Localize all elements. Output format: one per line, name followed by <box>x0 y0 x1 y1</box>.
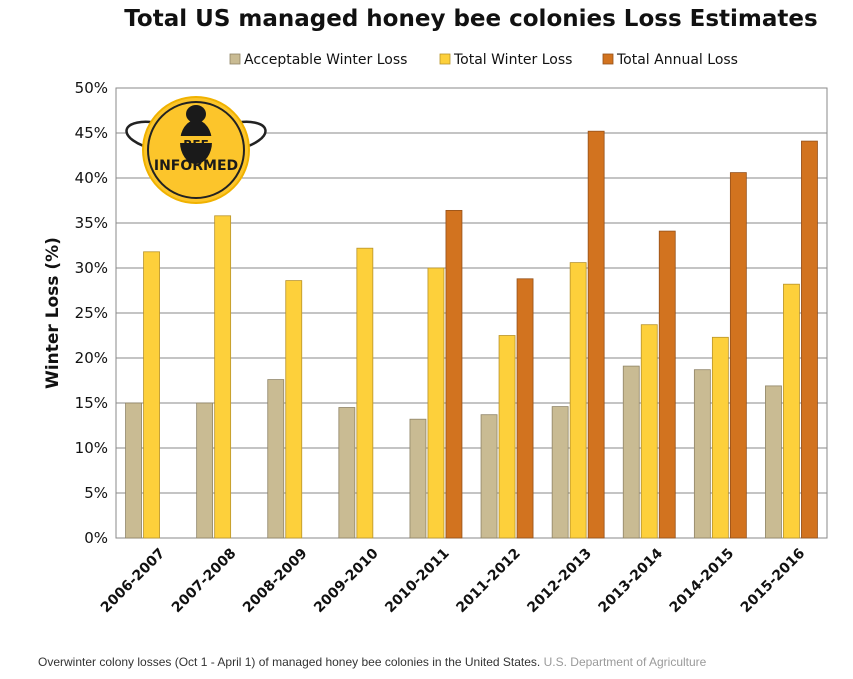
y-tick-label: 45% <box>75 124 108 142</box>
y-tick-label: 30% <box>75 259 108 277</box>
bar-acceptable-winter-loss-2013-2014 <box>622 365 640 539</box>
x-tick-label: 2010-2011 <box>382 546 453 617</box>
x-axis-ticks: 2006-2007 2007-2008 2008-2009 2009-2010 2010… <box>98 545 808 616</box>
y-tick-label: 10% <box>75 439 108 457</box>
bar-total-annual-loss-2013-2014 <box>658 230 676 539</box>
logo-text-bottom: INFORMED <box>154 158 238 174</box>
x-tick-label: 2007-2008 <box>169 546 240 617</box>
x-tick-label: 2009-2010 <box>311 545 382 616</box>
legend-swatch-total-annual-loss <box>602 53 614 65</box>
bar-total-winter-loss-2010-2011 <box>427 267 445 539</box>
bar-total-winter-loss-2009-2010 <box>356 247 374 539</box>
y-tick-label: 5% <box>84 484 108 502</box>
bar-total-annual-loss-2012-2013 <box>587 130 605 539</box>
y-tick-label: 40% <box>75 169 108 187</box>
x-tick-label: 2014-2015 <box>667 546 738 617</box>
bar-total-annual-loss-2014-2015 <box>729 172 747 539</box>
legend-label-total-winter-loss: Total Winter Loss <box>453 52 572 68</box>
x-tick-label: 2008-2009 <box>240 546 311 617</box>
caption-source: U.S. Department of Agriculture <box>543 655 707 669</box>
bars <box>125 130 818 539</box>
bee-loss-chart: Total US managed honey bee colonies Loss… <box>43 6 828 616</box>
bar-total-winter-loss-2014-2015 <box>711 336 729 539</box>
bar-total-winter-loss-2006-2007 <box>143 251 160 539</box>
y-tick-label: 50% <box>75 79 108 97</box>
bar-acceptable-winter-loss-2011-2012 <box>480 414 498 539</box>
y-tick-label: 25% <box>75 304 108 322</box>
chart-legend: Acceptable Winter Loss Total Winter Loss T… <box>229 52 738 68</box>
x-tick-label: 2012-2013 <box>524 546 595 617</box>
bar-total-winter-loss-2015-2016 <box>783 283 800 539</box>
bar-total-winter-loss-2011-2012 <box>498 335 516 539</box>
y-axis-label: Winter Loss (%) <box>43 237 63 389</box>
bar-total-winter-loss-2012-2013 <box>569 262 587 539</box>
bar-acceptable-winter-loss-2007-2008 <box>196 402 214 539</box>
bar-total-winter-loss-2008-2009 <box>285 280 303 539</box>
bar-total-annual-loss-2015-2016 <box>801 140 818 539</box>
bar-acceptable-winter-loss-2012-2013 <box>551 406 569 539</box>
logo-text-top: BEE <box>183 138 209 152</box>
x-tick-label: 2011-2012 <box>453 546 524 617</box>
bee-informed-logo: BEE INFORMED <box>125 96 267 204</box>
y-tick-label: 15% <box>75 394 108 412</box>
caption-text: Overwinter colony losses (Oct 1 - April … <box>38 655 541 669</box>
bar-acceptable-winter-loss-2015-2016 <box>765 385 782 539</box>
bar-total-winter-loss-2007-2008 <box>214 215 232 539</box>
bar-total-annual-loss-2011-2012 <box>516 278 534 539</box>
legend-label-acceptable-winter-loss: Acceptable Winter Loss <box>244 52 407 68</box>
y-tick-label: 20% <box>75 349 108 367</box>
chart-title: Total US managed honey bee colonies Loss… <box>124 6 817 32</box>
y-axis-ticks: 0% 5% 10% 15% 20% 25% 30% 35% 40% 45% 50% <box>75 79 108 547</box>
legend-swatch-total-winter-loss <box>439 53 451 65</box>
legend-label-total-annual-loss: Total Annual Loss <box>616 52 738 68</box>
bar-total-winter-loss-2013-2014 <box>640 324 658 539</box>
figure-caption: Overwinter colony losses (Oct 1 - April … <box>38 655 706 669</box>
x-tick-label: 2013-2014 <box>596 545 667 616</box>
bar-total-annual-loss-2010-2011 <box>445 209 463 539</box>
x-tick-label: 2015-2016 <box>738 546 809 617</box>
y-tick-label: 0% <box>84 529 108 547</box>
bar-acceptable-winter-loss-2010-2011 <box>409 418 427 539</box>
bar-acceptable-winter-loss-2014-2015 <box>693 369 711 539</box>
bar-acceptable-winter-loss-2006-2007 <box>125 402 142 539</box>
bar-acceptable-winter-loss-2009-2010 <box>338 407 356 539</box>
bar-acceptable-winter-loss-2008-2009 <box>267 379 285 539</box>
x-tick-label: 2006-2007 <box>98 546 169 617</box>
y-tick-label: 35% <box>75 214 108 232</box>
legend-swatch-acceptable-winter-loss <box>229 53 241 65</box>
